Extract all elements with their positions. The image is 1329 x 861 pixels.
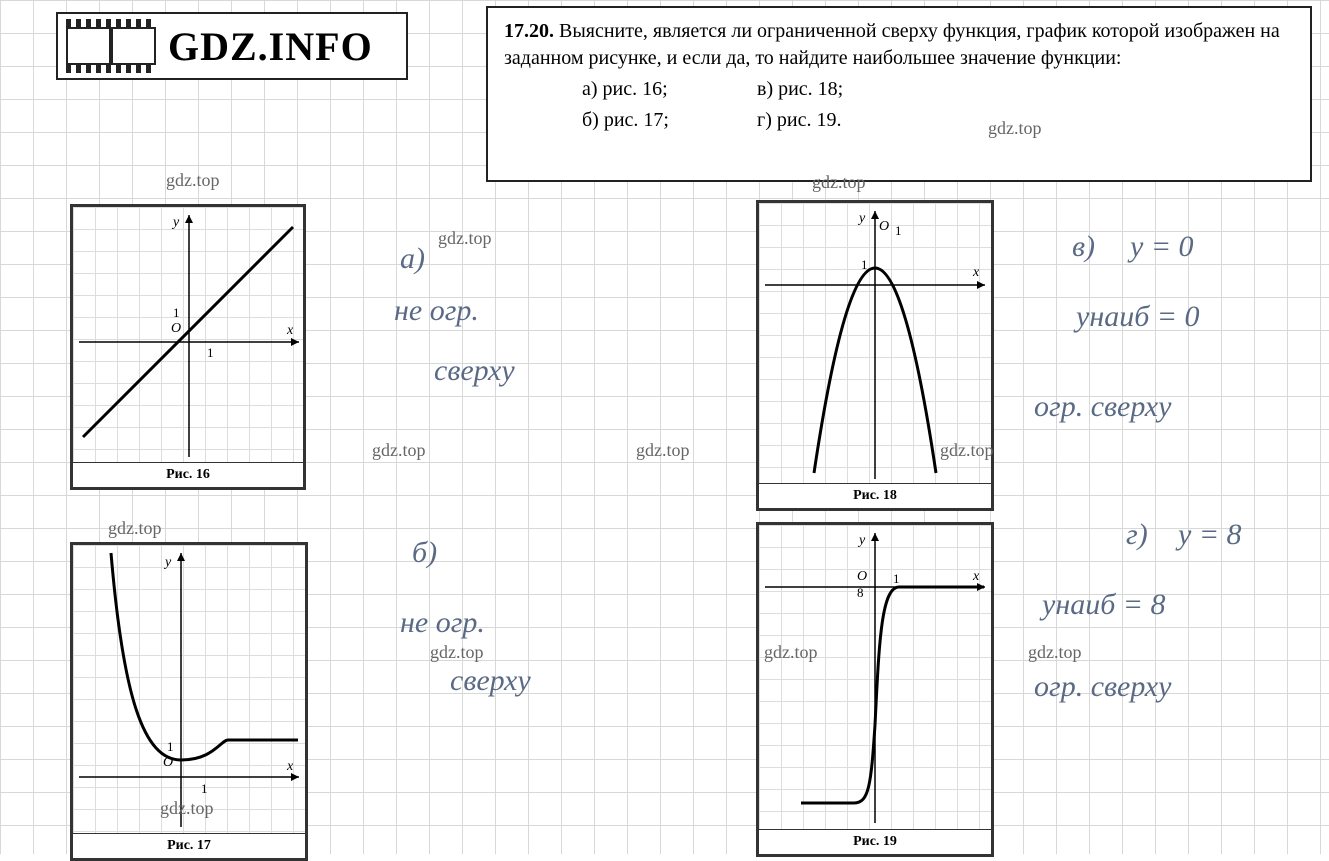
axis-one-y: 1	[861, 257, 868, 273]
logo-box: GDZ.INFO	[56, 12, 408, 80]
answer-v-eq: y = 0	[1130, 226, 1194, 268]
answer-v-bound: огр. сверху	[1034, 386, 1171, 428]
figure-18-caption: Рис. 18	[759, 483, 991, 508]
answer-g-label: г)	[1126, 514, 1148, 556]
option-v: в) рис. 18;	[757, 76, 927, 103]
figure-19-caption: Рис. 19	[759, 829, 991, 854]
problem-text: Выясните, является ли ограниченной сверх…	[504, 20, 1280, 69]
answer-v-max: yнаиб = 0	[1076, 296, 1200, 338]
figure-18: y O 1 1 x Рис. 18	[756, 200, 994, 511]
axis-one-y: 1	[167, 739, 174, 755]
axis-origin: O	[163, 755, 173, 771]
option-b: б) рис. 17;	[582, 107, 752, 134]
axis-y: y	[859, 211, 865, 227]
answer-g-max: yнаиб = 8	[1042, 584, 1166, 626]
problem-statement: 17.20. Выясните, является ли ограниченно…	[486, 6, 1312, 182]
answer-b-label: б)	[412, 532, 437, 574]
axis-one-x: 1	[201, 781, 208, 797]
answer-a-label: а)	[400, 238, 425, 280]
axis-one-x: 1	[207, 345, 214, 361]
axis-origin: O	[857, 569, 867, 585]
figure-16: y O 1 1 x Рис. 16	[70, 204, 306, 490]
axis-y: y	[859, 533, 865, 549]
answer-g-bound: огр. сверху	[1034, 666, 1171, 708]
axis-one-y: 1	[173, 305, 180, 321]
answer-a-line1: не огр.	[394, 290, 479, 332]
answer-a-line2: сверху	[434, 350, 515, 392]
option-a: а) рис. 16;	[582, 76, 752, 103]
chart-16: y O 1 1 x	[73, 207, 303, 462]
chart-18: y O 1 1 x	[759, 203, 991, 483]
axis-x: x	[287, 323, 293, 339]
film-icon	[66, 19, 156, 73]
answer-g-eq: y = 8	[1178, 514, 1242, 556]
chart-19: y O 8 1 x	[759, 525, 991, 829]
axis-x: x	[973, 569, 979, 585]
axis-y: y	[173, 215, 179, 231]
figure-16-caption: Рис. 16	[73, 462, 303, 487]
answer-b-line2: сверху	[450, 660, 531, 702]
answer-b-line1: не огр.	[400, 602, 485, 644]
axis-eight: 8	[857, 585, 864, 601]
figure-19: y O 8 1 x Рис. 19	[756, 522, 994, 857]
logo-text: GDZ.INFO	[168, 23, 373, 70]
curve-16	[83, 227, 293, 437]
axis-x: x	[287, 759, 293, 775]
axis-one-x: 1	[895, 223, 902, 239]
axis-origin: O	[879, 219, 889, 235]
axis-x: x	[973, 265, 979, 281]
axis-origin: O	[171, 321, 181, 337]
axis-y: y	[165, 555, 171, 571]
curve-19	[801, 587, 984, 803]
option-g: г) рис. 19.	[757, 107, 927, 134]
figure-17: y O 1 1 x Рис. 17	[70, 542, 308, 861]
figure-17-caption: Рис. 17	[73, 833, 305, 858]
problem-number: 17.20.	[504, 20, 554, 42]
axis-one-x: 1	[893, 571, 900, 587]
curve-17	[111, 553, 298, 760]
chart-17: y O 1 1 x	[73, 545, 305, 833]
answer-v-label: в)	[1072, 226, 1095, 268]
